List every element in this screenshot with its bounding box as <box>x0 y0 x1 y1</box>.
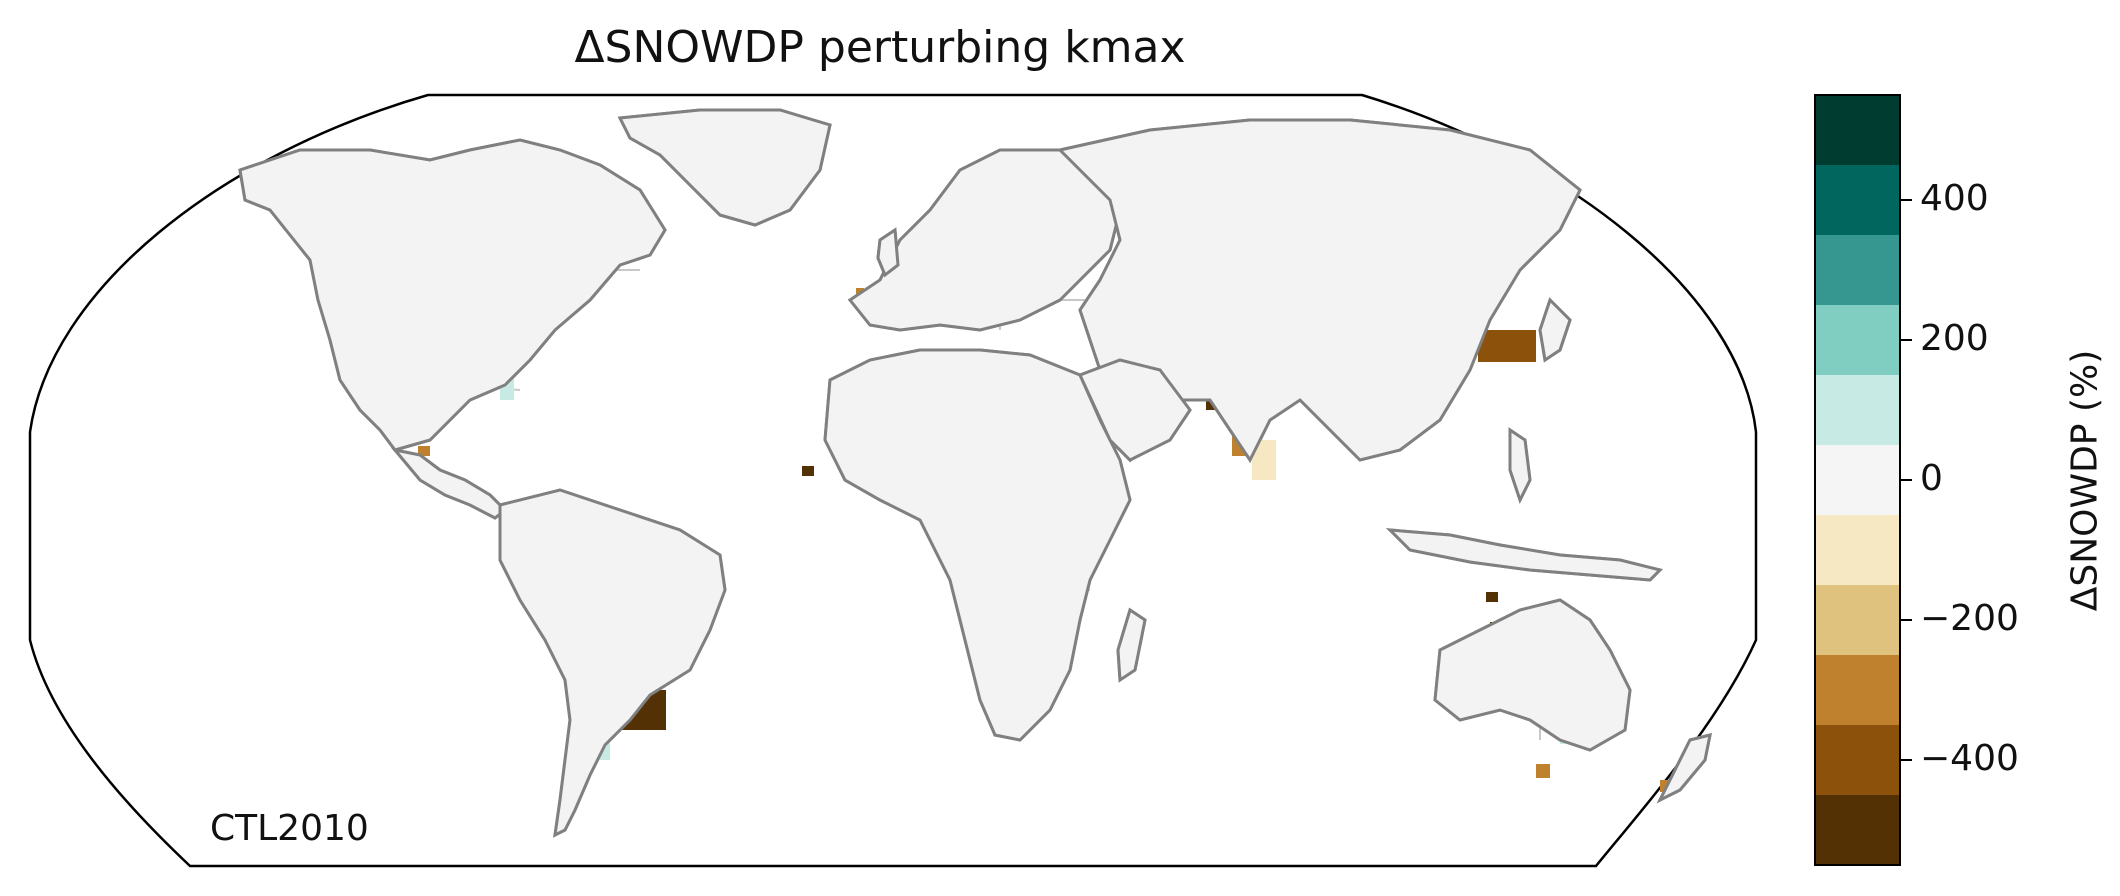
colorbar-bin-4 <box>1815 515 1900 585</box>
cell-australia-north <box>1486 592 1498 602</box>
cell-korea-japan <box>1478 330 1536 362</box>
colorbar-tick-label: 200 <box>1920 318 1989 359</box>
colorbar-tick-label: 0 <box>1920 458 1943 499</box>
cell-west-africa <box>802 466 814 476</box>
colorbar-label: ΔSNOWDP (%) <box>2064 349 2106 611</box>
world-map <box>28 93 1758 868</box>
colorbar-bin-1 <box>1815 725 1900 795</box>
colorbar-bin-7 <box>1815 305 1900 375</box>
colorbar-bin-2 <box>1815 655 1900 725</box>
colorbar-ticks <box>1900 199 1912 761</box>
colorbar-bin-9 <box>1815 165 1900 235</box>
colorbar-bins <box>1815 95 1900 865</box>
colorbar-bin-0 <box>1815 795 1900 865</box>
colorbar-bin-3 <box>1815 585 1900 655</box>
colorbar-tick-label: −400 <box>1920 738 2019 779</box>
colorbar-bin-10 <box>1815 95 1900 165</box>
colorbar-bin-5 <box>1815 445 1900 515</box>
colorbar-bin-8 <box>1815 235 1900 305</box>
cell-tasmania <box>1536 764 1550 778</box>
colorbar-tick-label: 400 <box>1920 178 1989 219</box>
cell-mexico-south-2 <box>418 446 430 456</box>
experiment-label: CTL2010 <box>210 808 369 849</box>
colorbar-tick-label: −200 <box>1920 598 2019 639</box>
map-title: ΔSNOWDP perturbing kmax <box>574 22 1186 73</box>
colorbar-bin-6 <box>1815 375 1900 445</box>
